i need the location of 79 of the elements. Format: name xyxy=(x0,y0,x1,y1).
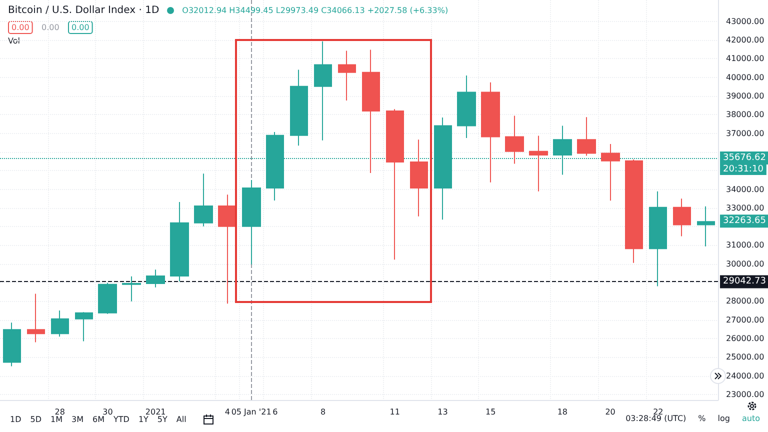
y-tick-label: 39000.00 xyxy=(726,92,764,101)
x-tick-label: 20 xyxy=(605,408,616,416)
text: 1M xyxy=(50,415,62,424)
text: 3M xyxy=(72,415,84,424)
candlestick xyxy=(410,139,428,217)
candlestick xyxy=(194,173,213,227)
candlestick xyxy=(362,49,380,174)
x-tick-label: 8 xyxy=(320,408,326,416)
y-tick-label: 23000.00 xyxy=(726,390,764,399)
candlestick xyxy=(577,116,596,156)
candlestick xyxy=(338,50,356,102)
candlestick xyxy=(386,108,404,260)
text: O32012.94 H34499.45 L29973.49 C34066.13 +2027.58 (+6.33%) xyxy=(182,6,448,15)
text: 32263.65 xyxy=(723,216,766,226)
y-tick-label: 27000.00 xyxy=(726,315,764,324)
y-tick-label: 38000.00 xyxy=(726,110,764,120)
candlestick xyxy=(697,206,715,247)
y-tick-label: 42000.00 xyxy=(726,36,764,45)
candlestick xyxy=(3,322,21,367)
y-tick-label: 40000.00 xyxy=(726,72,764,82)
y-tick-label: 30000.00 xyxy=(726,259,764,268)
text: 5Y xyxy=(157,415,168,424)
y-tick-label: 31000.00 xyxy=(726,240,764,250)
y-tick-label: 24000.00 xyxy=(726,371,764,380)
candlestick xyxy=(457,75,476,138)
text: 6M xyxy=(92,415,104,424)
x-tick-label: 18 xyxy=(557,408,568,416)
x-tick-label: 4 xyxy=(224,408,230,416)
y-tick-label: 33000.00 xyxy=(726,203,764,212)
text: All xyxy=(176,415,186,424)
candlestick xyxy=(170,201,189,282)
y-tick-label: 34000.00 xyxy=(726,184,764,194)
candlestick xyxy=(673,198,691,237)
candlestick xyxy=(218,194,237,304)
text: auto xyxy=(742,414,760,423)
candlestick xyxy=(122,276,141,302)
y-tick-label: 26000.00 xyxy=(726,334,764,343)
text: 5D xyxy=(30,415,42,424)
annotation: 0.00 xyxy=(72,23,90,32)
x-tick-label: 13 xyxy=(438,408,448,416)
text: 03:28:49 (UTC) xyxy=(626,414,686,423)
text: YTD xyxy=(114,415,130,424)
annotation: 0.00 xyxy=(12,23,30,32)
candlestick xyxy=(75,312,93,342)
candlestick xyxy=(290,69,308,146)
x-tick-label: 6 xyxy=(272,408,278,416)
y-tick-label: 28000.00 xyxy=(726,296,764,306)
text: 1D xyxy=(10,415,22,424)
x-tick-label: 15 xyxy=(486,408,496,416)
x-tick-label: 11 xyxy=(390,408,400,416)
y-tick-label: 43000.00 xyxy=(726,16,764,26)
candlestick xyxy=(481,82,500,183)
annotation: 0.00 xyxy=(42,23,60,32)
candlestick xyxy=(649,190,667,287)
candlestick xyxy=(505,115,524,164)
candlestick xyxy=(601,143,620,202)
text: 20:31:10 xyxy=(723,164,764,175)
ref-line-label: 29042.73 xyxy=(723,276,766,287)
candlestick xyxy=(314,40,332,141)
text: Bitcoin / U.S. Dollar Index · 1D xyxy=(8,5,160,16)
candlestick xyxy=(98,282,117,314)
x-tick-label: 2021 xyxy=(145,408,166,416)
candlestick xyxy=(242,179,261,265)
y-tick-label: 41000.00 xyxy=(726,54,764,64)
ref-line-label: 35676.62 xyxy=(723,153,766,164)
x-tick-label: 30 xyxy=(102,408,113,416)
candlestick xyxy=(27,293,45,343)
text: log xyxy=(718,414,730,423)
y-tick-label: 37000.00 xyxy=(726,128,764,138)
x-tick-label: 28 xyxy=(54,408,65,416)
y-tick-label: 25000.00 xyxy=(726,352,764,362)
x-tick-label: 22 xyxy=(653,408,664,416)
text: % xyxy=(698,414,706,423)
candlestick xyxy=(51,310,69,338)
x-tick-label: 05 Jan '21 xyxy=(231,408,272,416)
candlestick xyxy=(529,135,548,192)
candlestick xyxy=(146,269,165,288)
candlestick xyxy=(625,158,643,264)
text: 1Y xyxy=(138,415,148,424)
